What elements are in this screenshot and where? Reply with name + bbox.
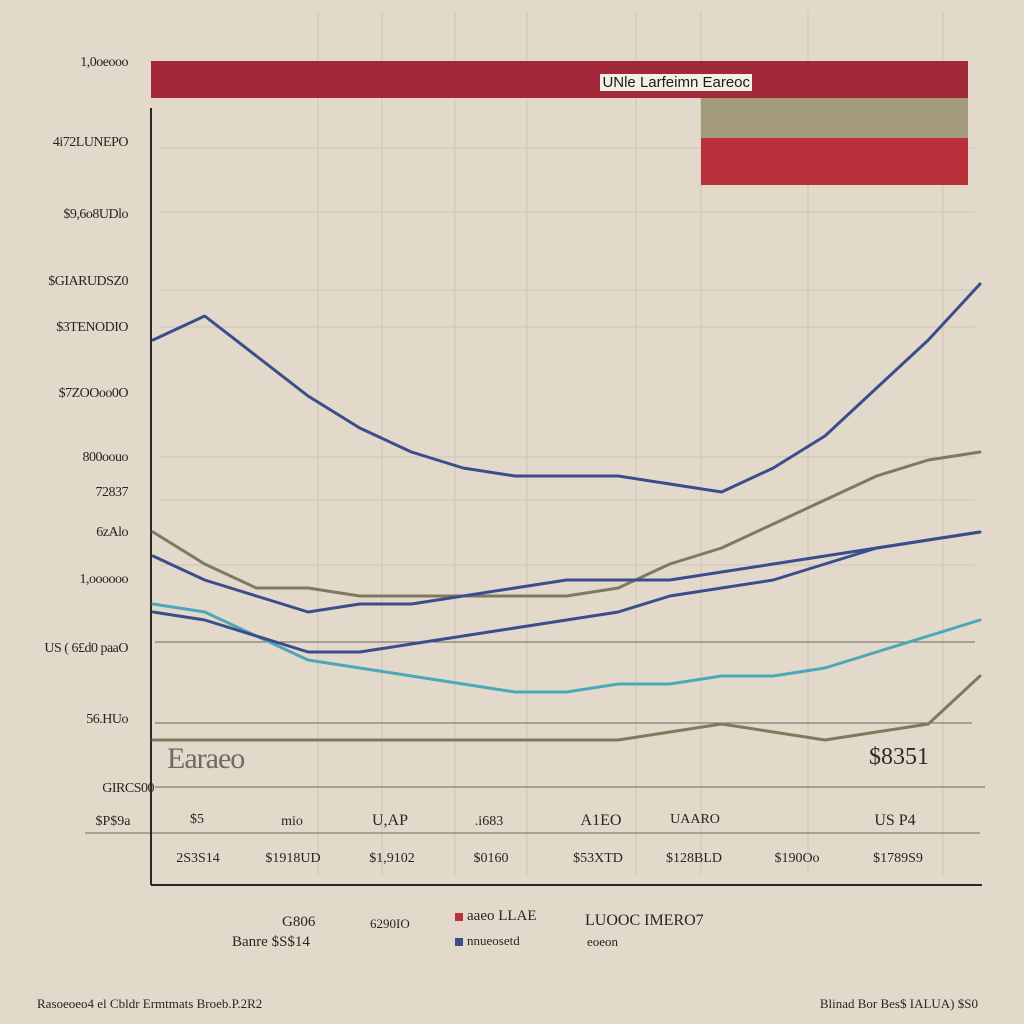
x-tick-label: UAARO	[670, 812, 720, 827]
legend-right-sub: eoeon	[587, 934, 619, 949]
flag-band-red	[701, 138, 968, 185]
series-line-6	[151, 674, 982, 742]
x-value-label: $53XTD	[573, 851, 623, 866]
y-tick-label: 72837	[95, 485, 129, 500]
legend-item-label: nnueosetd	[467, 933, 520, 948]
x-value-label: $1789S9	[873, 851, 923, 866]
legend-right-title: LUOOC IMERO7	[585, 912, 704, 929]
chart-title: UNle Larfeimn Eareoc	[600, 74, 752, 91]
series-line-4	[151, 602, 982, 694]
y-tick-label: $9,6o8UDlo	[63, 207, 128, 222]
legend-value: G806	[282, 914, 316, 930]
legend-label: Banre $S$14	[232, 934, 310, 950]
series-line-3	[151, 530, 982, 614]
legend-value: 6290IO	[370, 916, 410, 931]
legend-swatch-navy	[455, 938, 463, 947]
title-banner	[151, 61, 968, 98]
x-value-label: $190Oo	[774, 851, 820, 866]
x-value-label: $128BLD	[666, 851, 722, 866]
x-value-label: 2S3S14	[176, 851, 220, 866]
y-tick-label: $3TENODIO	[56, 320, 128, 335]
y-tick-label: 1,oooooo	[79, 572, 129, 587]
legend-item-navy: nnueosetd	[455, 933, 520, 949]
x-tick-label: mio	[281, 814, 303, 829]
footer-source: Rasoeoeo4 el Cbldr Ermtmats Broeb.P.2R2	[37, 996, 263, 1011]
y-tick-label: GIRCS00	[102, 781, 154, 796]
legend-swatch-red	[455, 912, 463, 921]
x-tick-label: U,AP	[371, 812, 409, 829]
legend-item-red: aaeo LLAE	[455, 908, 537, 925]
x-tick-label: A1EO	[580, 812, 622, 829]
y-tick-label: 1,0oeooo	[80, 55, 128, 70]
y-tick-label: 56.HUo	[86, 712, 128, 727]
highlight-value: $8351	[869, 744, 929, 770]
x-value-label: $1,9102	[369, 851, 415, 866]
x-value-label: $0160	[473, 851, 509, 866]
series-line-2	[151, 450, 982, 598]
series-line-5	[151, 530, 982, 654]
flag-band-tan	[701, 98, 968, 138]
row1-label: $P$9a	[95, 814, 131, 829]
x-tick-label: $5	[190, 812, 204, 827]
x-tick-label: .i683	[474, 814, 504, 829]
legend-item-label: aaeo LLAE	[467, 908, 537, 924]
y-tick-label: $GIARUDSZ0	[48, 274, 128, 289]
series-line-1	[151, 282, 982, 494]
y-tick-label: US ( 6£d0 paaO	[44, 641, 128, 656]
y-tick-label: 6zAlo	[96, 525, 128, 540]
watermark-text: Earaeo	[167, 742, 245, 775]
y-tick-label: 800oouo	[82, 450, 129, 465]
x-tick-label: US P4	[874, 812, 916, 829]
footer-note: Blinad Bor Bes$ IALUA) $S0	[819, 996, 978, 1011]
y-tick-label: $7ZOOoo0O	[58, 386, 129, 401]
y-tick-label: 4i72LUNEPO	[52, 135, 129, 150]
x-value-label: $1918UD	[265, 851, 321, 866]
